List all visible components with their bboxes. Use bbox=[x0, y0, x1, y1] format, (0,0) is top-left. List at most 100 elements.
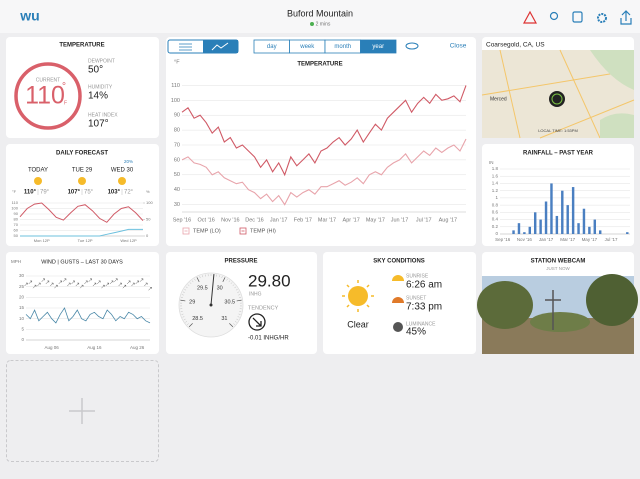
share-icon[interactable] bbox=[620, 10, 632, 25]
luminance: 45% bbox=[406, 327, 426, 338]
bar bbox=[512, 230, 515, 234]
gust-marker bbox=[109, 280, 114, 285]
gauge-tick bbox=[222, 277, 226, 282]
y-tick-label: 110 bbox=[12, 200, 19, 205]
sun-rays bbox=[342, 280, 374, 312]
bar bbox=[555, 215, 559, 234]
gust-marker bbox=[32, 284, 37, 289]
y-tick-label: 20 bbox=[19, 295, 25, 300]
gauge-minor-tick bbox=[183, 318, 186, 321]
add-card[interactable] bbox=[6, 360, 159, 462]
y-axis-label: °F bbox=[174, 59, 180, 65]
gauge-minor-tick bbox=[238, 313, 241, 315]
bar bbox=[517, 223, 521, 234]
degree-symbol: ° bbox=[62, 82, 66, 93]
range-label[interactable]: day bbox=[267, 44, 277, 50]
gust-marker bbox=[131, 282, 135, 287]
heat-index-label: HEAT INDEX bbox=[88, 112, 118, 118]
range-label[interactable]: month bbox=[334, 44, 351, 50]
x-tick-label: May '17 bbox=[582, 237, 598, 242]
bar bbox=[561, 190, 564, 234]
webcam-tree bbox=[586, 274, 638, 326]
location-icon[interactable] bbox=[549, 11, 559, 21]
gauge-minor-tick bbox=[194, 278, 196, 281]
map-pin[interactable] bbox=[549, 91, 565, 107]
updated: 2 mins bbox=[316, 21, 331, 27]
station-title[interactable]: Buford Mountain bbox=[287, 8, 353, 18]
x-tick-label: Apr '17 bbox=[343, 217, 360, 223]
sunrise-label: SUNRISE bbox=[406, 273, 429, 279]
humidity-label: HUMIDITY bbox=[88, 84, 113, 90]
legend-label[interactable]: TEMP (HI) bbox=[250, 228, 276, 234]
gauge-minor-tick bbox=[181, 294, 184, 296]
y-tick-label: 60 bbox=[14, 228, 19, 233]
layers-icon[interactable] bbox=[405, 42, 419, 50]
y-tick-label: 1.6 bbox=[492, 173, 499, 178]
gust-marker bbox=[79, 284, 84, 289]
bar bbox=[593, 219, 597, 234]
card-title: TEMPERATURE bbox=[59, 43, 104, 49]
y-tick-label: 70 bbox=[174, 142, 180, 148]
card-title: DAILY FORECAST bbox=[56, 151, 108, 157]
gauge-tick bbox=[196, 277, 200, 282]
bar bbox=[598, 230, 602, 234]
pages-icon[interactable] bbox=[572, 11, 583, 23]
legend-swatch[interactable] bbox=[239, 227, 247, 235]
gauge-minor-tick bbox=[221, 276, 223, 279]
tendency: -0.01 INHG/HR bbox=[248, 336, 289, 342]
chart-view-button[interactable] bbox=[203, 40, 238, 53]
y-tick-label: 30 bbox=[19, 273, 25, 278]
gauge-minor-tick bbox=[237, 291, 240, 293]
gauge-tick bbox=[180, 299, 186, 302]
gauge-minor-tick bbox=[226, 278, 228, 281]
bar bbox=[566, 205, 569, 234]
day-name: WED 30 bbox=[111, 168, 134, 174]
y-tick-label: 50 bbox=[14, 233, 19, 238]
settings-icon[interactable] bbox=[597, 13, 607, 23]
range-label[interactable]: week bbox=[299, 44, 315, 50]
gauge-minor-tick bbox=[187, 284, 190, 286]
card-title: STATION WEBCAM bbox=[531, 259, 586, 265]
y-tick-label: 1 bbox=[495, 195, 498, 200]
chart-title: RAINFALL – PAST YEAR bbox=[523, 151, 594, 157]
gust-marker bbox=[45, 280, 50, 285]
bar bbox=[577, 223, 580, 234]
day-low: 75° bbox=[84, 190, 94, 196]
x-tick-label: Mon 12P bbox=[34, 238, 50, 243]
heat-index: 107° bbox=[88, 119, 109, 130]
x-tick-label: Aug 26 bbox=[130, 345, 145, 350]
logo[interactable]: wu bbox=[19, 8, 39, 24]
gauge-minor-tick bbox=[181, 313, 184, 315]
close-button[interactable]: Close bbox=[450, 43, 467, 50]
map-pin-ring bbox=[551, 93, 563, 105]
humidity: 14% bbox=[88, 91, 108, 102]
unit: F bbox=[64, 100, 67, 106]
history-card bbox=[166, 37, 476, 246]
gust-marker bbox=[126, 280, 131, 285]
range-button[interactable] bbox=[360, 39, 397, 54]
gust-marker bbox=[139, 278, 144, 282]
add-icon[interactable] bbox=[69, 398, 95, 424]
gust-marker bbox=[84, 280, 88, 285]
alert-icon[interactable] bbox=[522, 10, 538, 24]
bar bbox=[571, 187, 575, 234]
legend-label[interactable]: TEMP (LO) bbox=[193, 228, 221, 234]
gauge-minor-tick bbox=[236, 318, 239, 321]
gauge-minor-tick bbox=[185, 286, 188, 289]
weather-icon bbox=[34, 177, 42, 185]
range-label[interactable]: year bbox=[372, 44, 384, 50]
x-tick-label: Aug 06 bbox=[45, 345, 60, 350]
bar bbox=[588, 226, 591, 234]
day-high: 110° bbox=[24, 190, 37, 196]
list-icon bbox=[179, 43, 192, 51]
y2-tick-label: 0 bbox=[146, 233, 149, 238]
gauge-minor-tick bbox=[238, 294, 241, 296]
tendency-icon bbox=[248, 313, 266, 331]
gauge-minor-tick bbox=[202, 275, 204, 278]
y-tick-label: 60 bbox=[174, 157, 180, 163]
card-title: PRESSURE bbox=[224, 259, 257, 265]
y-axis-label: IN bbox=[489, 160, 494, 165]
legend-swatch[interactable] bbox=[182, 227, 190, 235]
series-line bbox=[181, 85, 467, 177]
